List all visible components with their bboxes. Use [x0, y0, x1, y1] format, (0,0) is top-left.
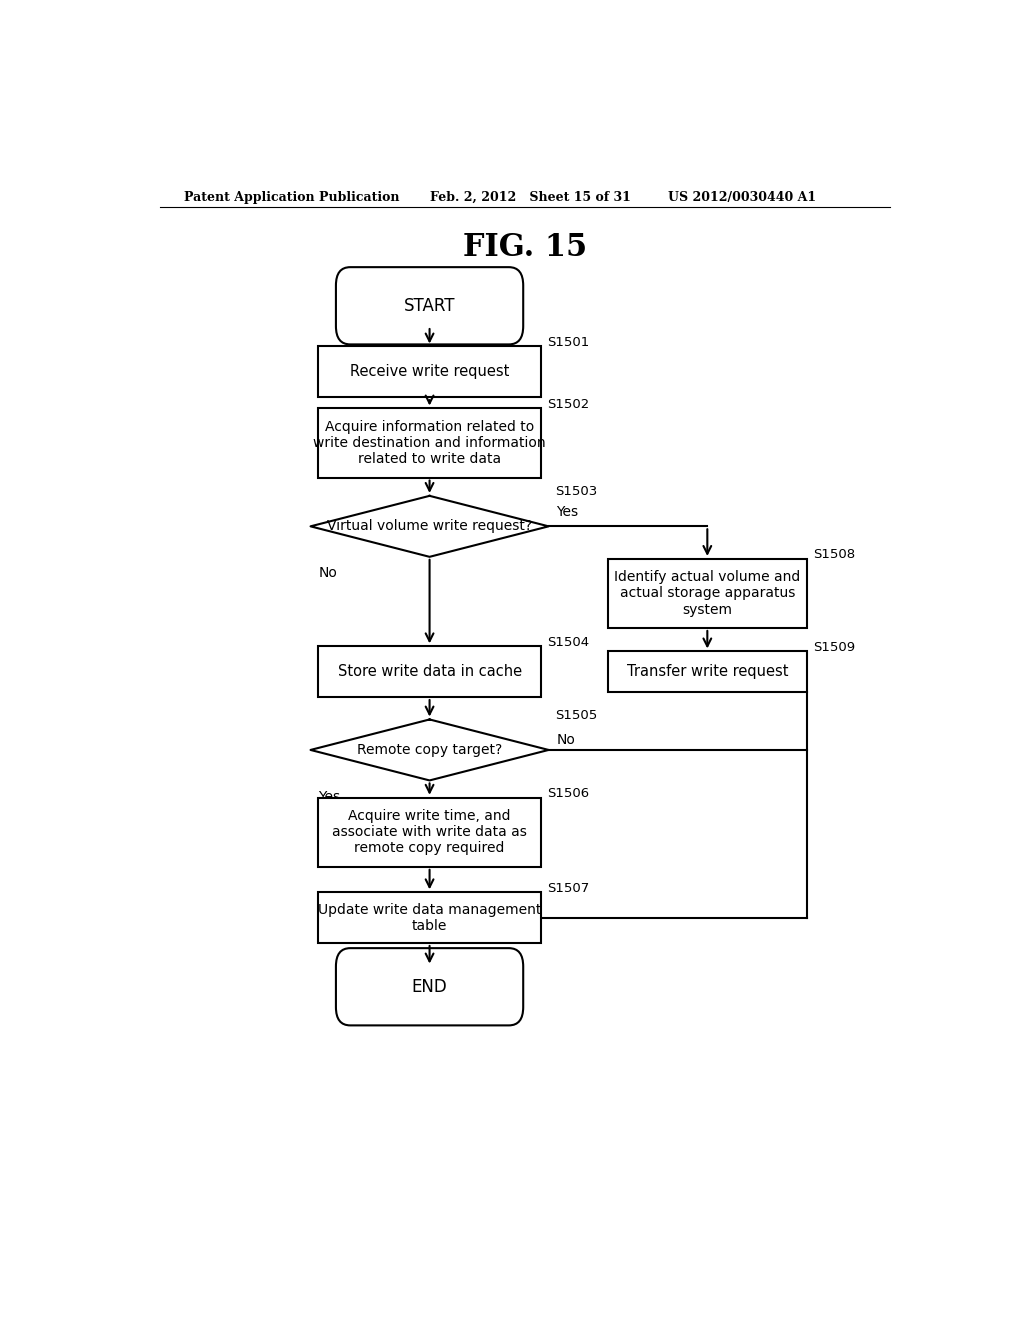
Text: US 2012/0030440 A1: US 2012/0030440 A1 [668, 190, 816, 203]
Text: Yes: Yes [557, 506, 579, 519]
Bar [318, 346, 541, 397]
FancyBboxPatch shape [336, 948, 523, 1026]
Text: Yes: Yes [318, 789, 341, 804]
Bar [318, 797, 541, 867]
Text: Store write data in cache: Store write data in cache [338, 664, 521, 680]
Text: Acquire information related to
write destination and information
related to writ: Acquire information related to write des… [313, 420, 546, 466]
Polygon shape [310, 719, 549, 780]
Text: S1502: S1502 [547, 397, 589, 411]
Text: S1503: S1503 [555, 486, 597, 498]
Text: Receive write request: Receive write request [350, 364, 509, 379]
Text: S1501: S1501 [547, 335, 589, 348]
Text: S1509: S1509 [813, 640, 855, 653]
Text: Remote copy target?: Remote copy target? [357, 743, 502, 756]
Bar [318, 408, 541, 478]
Text: No: No [318, 566, 337, 579]
Text: Update write data management
table: Update write data management table [317, 903, 542, 933]
Polygon shape [310, 496, 549, 557]
Text: START: START [403, 297, 456, 314]
Text: S1505: S1505 [555, 709, 597, 722]
Text: Transfer write request: Transfer write request [627, 664, 788, 680]
Text: S1508: S1508 [813, 548, 855, 561]
FancyBboxPatch shape [336, 267, 523, 345]
Text: END: END [412, 978, 447, 995]
Bar [608, 651, 807, 692]
Bar [318, 892, 541, 942]
Text: Feb. 2, 2012   Sheet 15 of 31: Feb. 2, 2012 Sheet 15 of 31 [430, 190, 631, 203]
Text: S1506: S1506 [547, 787, 589, 800]
Text: Virtual volume write request?: Virtual volume write request? [327, 519, 532, 533]
Text: No: No [557, 733, 575, 747]
Text: Identify actual volume and
actual storage apparatus
system: Identify actual volume and actual storag… [614, 570, 801, 616]
Text: Patent Application Publication: Patent Application Publication [183, 190, 399, 203]
Text: FIG. 15: FIG. 15 [463, 232, 587, 264]
Text: S1507: S1507 [547, 882, 589, 895]
Bar [318, 647, 541, 697]
Text: S1504: S1504 [547, 636, 589, 648]
Bar [608, 558, 807, 628]
Text: Acquire write time, and
associate with write data as
remote copy required: Acquire write time, and associate with w… [332, 809, 527, 855]
